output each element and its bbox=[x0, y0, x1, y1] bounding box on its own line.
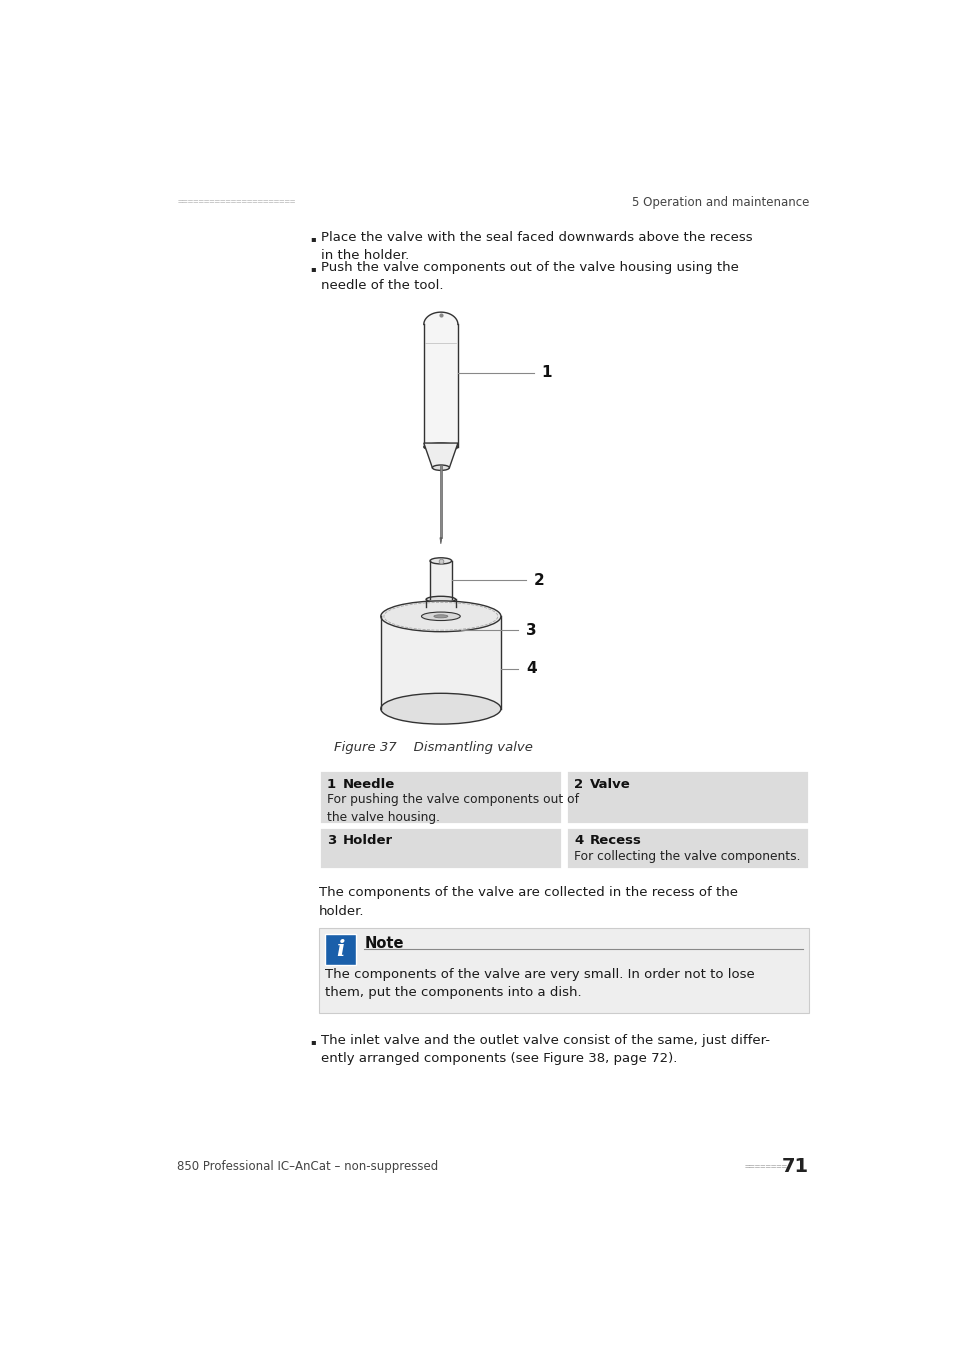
Text: Note: Note bbox=[364, 936, 403, 950]
FancyBboxPatch shape bbox=[319, 929, 808, 1012]
Ellipse shape bbox=[432, 464, 449, 470]
Text: Place the valve with the seal faced downwards above the recess
in the holder.: Place the valve with the seal faced down… bbox=[320, 231, 752, 262]
Text: 4: 4 bbox=[525, 662, 537, 676]
Ellipse shape bbox=[426, 603, 456, 610]
Text: ▪: ▪ bbox=[310, 1038, 315, 1046]
Polygon shape bbox=[430, 560, 452, 599]
Text: i: i bbox=[336, 938, 345, 961]
Text: 3: 3 bbox=[327, 834, 335, 848]
Text: 2: 2 bbox=[534, 572, 544, 587]
Ellipse shape bbox=[380, 601, 500, 632]
Text: 71: 71 bbox=[781, 1157, 808, 1176]
Text: 4: 4 bbox=[574, 834, 583, 848]
Text: Recess: Recess bbox=[589, 834, 640, 848]
Text: Valve: Valve bbox=[589, 778, 630, 791]
Text: ▪: ▪ bbox=[310, 263, 315, 273]
Polygon shape bbox=[439, 464, 441, 537]
Polygon shape bbox=[423, 443, 457, 467]
Polygon shape bbox=[380, 617, 500, 709]
Text: Push the valve components out of the valve housing using the
needle of the tool.: Push the valve components out of the val… bbox=[320, 261, 738, 292]
Text: For collecting the valve components.: For collecting the valve components. bbox=[574, 849, 800, 863]
FancyBboxPatch shape bbox=[566, 771, 808, 825]
Text: 2: 2 bbox=[574, 778, 582, 791]
Text: The inlet valve and the outlet valve consist of the same, just differ-
ently arr: The inlet valve and the outlet valve con… bbox=[320, 1034, 769, 1065]
FancyBboxPatch shape bbox=[319, 826, 561, 869]
Text: ▪: ▪ bbox=[310, 235, 315, 243]
FancyBboxPatch shape bbox=[319, 771, 561, 825]
Ellipse shape bbox=[430, 558, 452, 564]
Polygon shape bbox=[426, 599, 456, 608]
Ellipse shape bbox=[380, 694, 500, 724]
Polygon shape bbox=[439, 537, 441, 544]
Ellipse shape bbox=[434, 614, 447, 618]
Text: 1: 1 bbox=[327, 778, 335, 791]
Text: The components of the valve are very small. In order not to lose
them, put the c: The components of the valve are very sma… bbox=[325, 968, 755, 999]
Text: 5 Operation and maintenance: 5 Operation and maintenance bbox=[631, 196, 808, 208]
Ellipse shape bbox=[426, 597, 456, 602]
Text: ======================: ====================== bbox=[177, 197, 295, 207]
Text: Needle: Needle bbox=[342, 778, 395, 791]
Text: 1: 1 bbox=[541, 366, 552, 381]
Text: Holder: Holder bbox=[342, 834, 393, 848]
Text: ========: ======== bbox=[743, 1162, 786, 1172]
Text: The components of the valve are collected in the recess of the
holder.: The components of the valve are collecte… bbox=[319, 886, 738, 918]
FancyBboxPatch shape bbox=[325, 934, 356, 965]
Text: 850 Professional IC–AnCat – non-suppressed: 850 Professional IC–AnCat – non-suppress… bbox=[177, 1161, 438, 1173]
Ellipse shape bbox=[423, 443, 457, 451]
Polygon shape bbox=[423, 312, 457, 324]
Polygon shape bbox=[423, 324, 457, 447]
Text: 3: 3 bbox=[525, 622, 537, 637]
Text: For pushing the valve components out of
the valve housing.: For pushing the valve components out of … bbox=[327, 794, 578, 825]
FancyBboxPatch shape bbox=[566, 826, 808, 869]
Text: Figure 37    Dismantling valve: Figure 37 Dismantling valve bbox=[334, 741, 532, 755]
Ellipse shape bbox=[421, 612, 459, 621]
